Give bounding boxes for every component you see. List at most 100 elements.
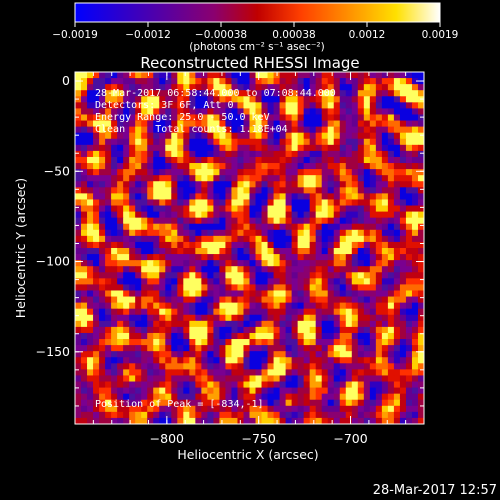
heatmap-cell (189, 235, 196, 243)
heatmap-cell (135, 308, 142, 316)
heatmap-cell (147, 405, 154, 413)
heatmap-cell (273, 163, 281, 170)
heatmap-cell (261, 254, 269, 261)
heatmap-cell (183, 120, 190, 128)
heatmap-cell (183, 399, 190, 407)
heatmap-cell (243, 150, 250, 158)
heatmap-cell (261, 284, 269, 291)
heatmap-cell (261, 278, 269, 285)
heatmap-cell (273, 78, 281, 85)
heatmap-cell (207, 78, 214, 85)
heatmap-cell (123, 266, 130, 273)
heatmap-cell (279, 369, 287, 376)
heatmap-cell (201, 381, 208, 389)
heatmap-cell (405, 345, 413, 352)
heatmap-cell (183, 108, 190, 115)
heatmap-cell (99, 96, 106, 103)
heatmap-cell (159, 156, 166, 164)
heatmap-cell (339, 217, 347, 225)
heatmap-cell (195, 351, 202, 358)
heatmap-cell (417, 205, 425, 213)
heatmap-cell (93, 241, 100, 249)
heatmap-cell (171, 272, 178, 279)
heatmap-cell (393, 363, 401, 370)
heatmap-cell (75, 90, 82, 97)
heatmap-cell (213, 175, 220, 182)
heatmap-cell (81, 72, 88, 79)
heatmap-cell (171, 102, 178, 109)
heatmap-cell (291, 284, 299, 291)
heatmap-cell (117, 272, 124, 279)
heatmap-cell (87, 223, 94, 231)
heatmap-cell (225, 90, 232, 97)
heatmap-cell (339, 132, 347, 140)
heatmap-cell (303, 339, 311, 346)
heatmap-cell (411, 229, 419, 237)
heatmap-cell (219, 241, 226, 249)
heatmap-cell (417, 405, 425, 413)
heatmap-cell (387, 332, 395, 340)
heatmap-cell (405, 229, 413, 237)
heatmap-cell (273, 175, 281, 182)
heatmap-cell (267, 156, 275, 164)
heatmap-cell (375, 175, 383, 182)
heatmap-cell (255, 339, 263, 346)
heatmap-cell (411, 254, 419, 261)
heatmap-cell (153, 302, 160, 310)
heatmap-cell (405, 211, 413, 219)
heatmap-cell (153, 332, 160, 340)
heatmap-cell (303, 326, 311, 334)
heatmap-cell (177, 266, 184, 273)
heatmap-cell (267, 241, 275, 249)
heatmap-cell (195, 314, 202, 322)
heatmap-cell (225, 369, 232, 376)
heatmap-cell (321, 144, 329, 152)
heatmap-cell (363, 314, 371, 322)
heatmap-cell (81, 369, 88, 376)
heatmap-cell (93, 187, 100, 194)
heatmap-cell (267, 417, 275, 425)
heatmap-cell (255, 175, 263, 182)
heatmap-cell (363, 156, 371, 164)
heatmap-cell (297, 326, 305, 334)
heatmap-cell (135, 84, 142, 91)
heatmap-cell (363, 114, 371, 122)
heatmap-cell (357, 411, 365, 419)
heatmap-cell (75, 411, 82, 419)
heatmap-cell (129, 132, 136, 140)
heatmap-cell (141, 393, 148, 401)
heatmap-cell (111, 308, 118, 316)
heatmap-cell (183, 266, 190, 273)
heatmap-cell (357, 102, 365, 109)
heatmap-cell (267, 405, 275, 413)
footer-timestamp: 28-Mar-2017 12:57 (373, 483, 497, 498)
heatmap-cell (315, 181, 323, 188)
heatmap-cell (159, 114, 166, 122)
heatmap-cell (105, 351, 112, 358)
heatmap-cell (87, 351, 94, 358)
heatmap-cell (279, 320, 287, 328)
heatmap-cell (147, 290, 154, 298)
heatmap-cell (201, 211, 208, 219)
heatmap-cell (291, 278, 299, 285)
heatmap-cell (363, 248, 371, 255)
heatmap-cell (381, 399, 389, 407)
heatmap-cell (303, 199, 311, 207)
heatmap-cell (309, 72, 317, 79)
heatmap-cell (141, 308, 148, 316)
heatmap-cell (297, 302, 305, 310)
heatmap-cell (267, 302, 275, 310)
heatmap-cell (123, 308, 130, 316)
heatmap-cell (225, 284, 232, 291)
heatmap-cell (279, 296, 287, 304)
heatmap-cell (267, 150, 275, 158)
heatmap-cell (279, 357, 287, 364)
heatmap-cell (417, 254, 425, 261)
heatmap-cell (393, 114, 401, 122)
heatmap-cell (159, 339, 166, 346)
heatmap-cell (147, 272, 154, 279)
heatmap-cell (249, 260, 257, 267)
heatmap-cell (231, 314, 238, 322)
heatmap-cell (195, 163, 202, 170)
heatmap-cell (93, 254, 100, 261)
